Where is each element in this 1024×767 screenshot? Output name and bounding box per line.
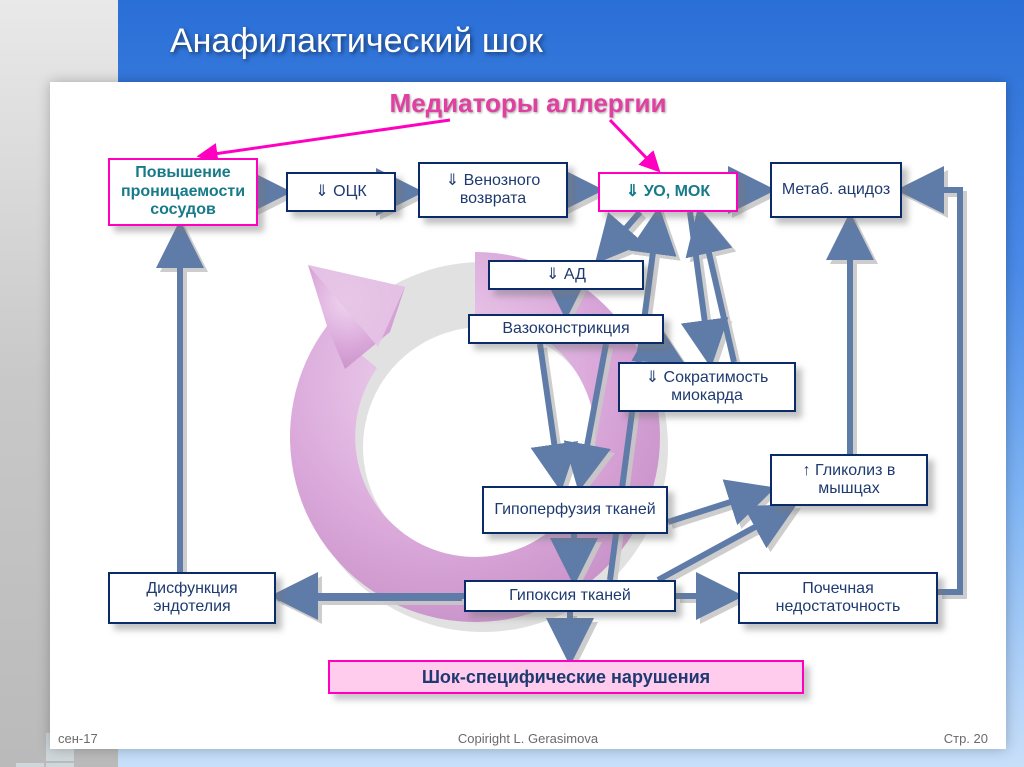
node-hypoperfusion: Гипоперфузия тканей — [482, 486, 668, 534]
footer-date: сен-17 — [58, 731, 98, 746]
diagram-area: Медиаторы аллергии — [50, 82, 1006, 727]
node-vasoconstr-label: Вазоконстрикция — [502, 320, 629, 338]
node-permeability-label: Повышение проницаемости сосудов — [116, 164, 250, 219]
node-renal-label: Почечная недостаточность — [746, 580, 930, 617]
footer-page: Стр. 20 — [944, 731, 988, 746]
node-ad: ⇓ АД — [488, 260, 644, 290]
node-uo_mok-label: ⇓ УО, МОК — [626, 183, 710, 201]
shock-bar-label: Шок-специфические нарушения — [422, 667, 710, 688]
node-acidosis-label: Метаб. ацидоз — [782, 181, 890, 199]
node-acidosis: Метаб. ацидоз — [770, 162, 902, 218]
shock-bar: Шок-специфические нарушения — [328, 660, 804, 694]
node-uo_mok: ⇓ УО, МОК — [598, 172, 738, 212]
node-hypoxia-label: Гипоксия тканей — [509, 587, 631, 605]
node-endothelium-label: Дисфункция эндотелия — [116, 580, 268, 617]
node-hypoperfusion-label: Гипоперфузия тканей — [494, 501, 655, 519]
node-otsk-label: ⇓ ОЦК — [315, 183, 366, 201]
node-glycolysis: ↑ Гликолиз в мышцах — [770, 454, 928, 506]
node-venous-label: ⇓ Венозного возврата — [426, 172, 560, 209]
node-hypoxia: Гипоксия тканей — [464, 580, 676, 612]
slide-root: Анафилактический шок Медиаторы аллергии — [0, 0, 1024, 767]
node-vasoconstr: Вазоконстрикция — [468, 314, 664, 344]
node-endothelium: Дисфункция эндотелия — [108, 572, 276, 624]
footer: сен-17 Copiright L. Gerasimova Стр. 20 — [50, 727, 1006, 749]
node-ad-label: ⇓ АД — [546, 266, 586, 284]
slide-title: Анафилактический шок — [170, 22, 543, 61]
node-contractility: ⇓ Сократимость миокарда — [618, 362, 796, 412]
node-venous: ⇓ Венозного возврата — [418, 162, 568, 218]
node-otsk: ⇓ ОЦК — [286, 172, 396, 212]
node-permeability: Повышение проницаемости сосудов — [108, 158, 258, 226]
content-panel: Медиаторы аллергии — [50, 82, 1006, 749]
node-glycolysis-label: ↑ Гликолиз в мышцах — [778, 462, 920, 499]
title-bar: Анафилактический шок — [0, 0, 1024, 82]
node-renal: Почечная недостаточность — [738, 572, 938, 624]
mediators-title: Медиаторы аллергии — [390, 88, 667, 119]
footer-copyright: Copiright L. Gerasimova — [458, 731, 598, 746]
node-contractility-label: ⇓ Сократимость миокарда — [626, 369, 788, 406]
